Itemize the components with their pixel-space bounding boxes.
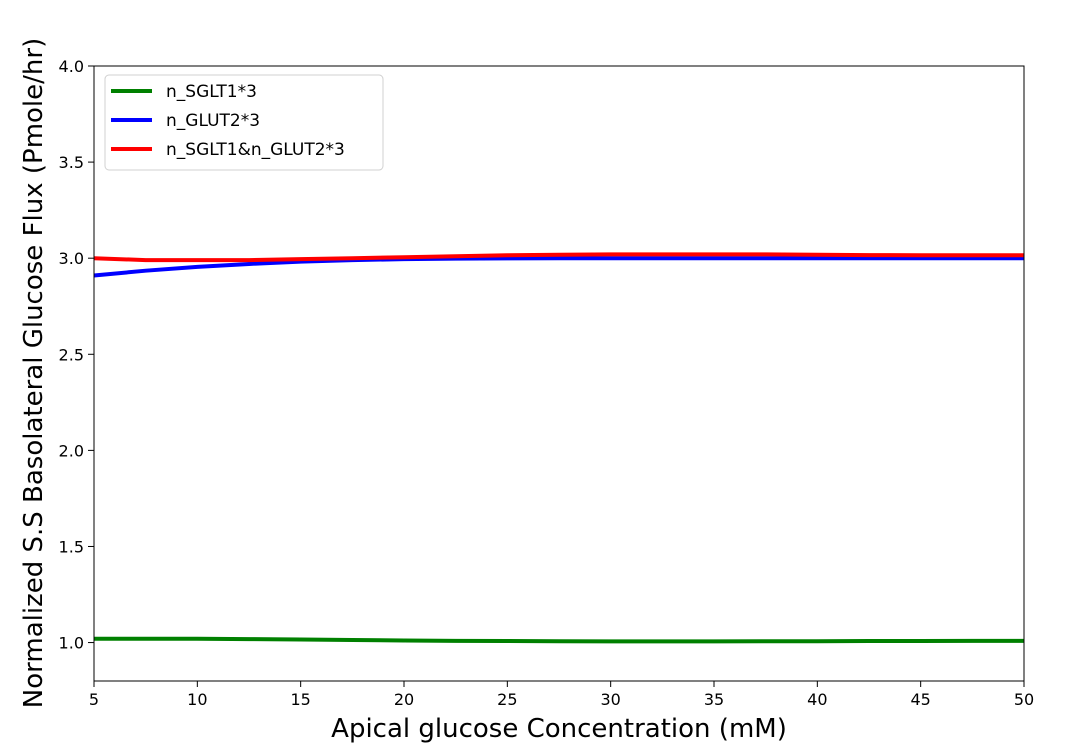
series-group bbox=[93, 252, 1024, 644]
series-line-3 bbox=[93, 252, 1024, 263]
legend: n_SGLT1*3 n_GLUT2*3 n_SGLT1&n_GLUT2*3 bbox=[104, 74, 384, 171]
x-tick-label: 35 bbox=[704, 690, 724, 709]
y-axis-label: Normalized S.S Basolateral Glucose Flux … bbox=[19, 38, 49, 708]
y-tick-label: 2.5 bbox=[59, 345, 84, 364]
x-tick-label: 30 bbox=[600, 690, 620, 709]
series-line-2 bbox=[93, 256, 1024, 278]
x-axis-label: Apical glucose Concentration (mM) bbox=[331, 714, 787, 744]
legend-label: n_SGLT1*3 bbox=[166, 82, 257, 102]
x-tick-label: 15 bbox=[290, 690, 310, 709]
y-tick-label: 1.0 bbox=[59, 634, 84, 653]
y-tick-label: 3.0 bbox=[59, 249, 84, 268]
axes-group: 5 10 15 20 25 30 35 40 45 50 1.0 1.5 2.0 2.5 3.0 3.5 4.0 bbox=[59, 57, 1035, 709]
x-tick-label: 45 bbox=[910, 690, 930, 709]
x-tick-label: 5 bbox=[89, 690, 99, 709]
x-tick-label: 10 bbox=[187, 690, 207, 709]
y-tick-label: 1.5 bbox=[59, 537, 84, 556]
x-tick-label: 50 bbox=[1014, 690, 1034, 709]
plot-frame bbox=[93, 65, 1025, 682]
series-line-1 bbox=[94, 636, 1024, 644]
legend-label: n_GLUT2*3 bbox=[166, 111, 260, 131]
legend-label: n_SGLT1&n_GLUT2*3 bbox=[166, 140, 345, 160]
y-tick-label: 3.5 bbox=[59, 153, 84, 172]
x-tick-label: 20 bbox=[394, 690, 414, 709]
legend-box bbox=[104, 74, 384, 171]
x-tick-label: 25 bbox=[497, 690, 517, 709]
x-tick-label: 40 bbox=[807, 690, 827, 709]
y-tick-label: 4.0 bbox=[59, 57, 84, 76]
y-tick-label: 2.0 bbox=[59, 441, 84, 460]
